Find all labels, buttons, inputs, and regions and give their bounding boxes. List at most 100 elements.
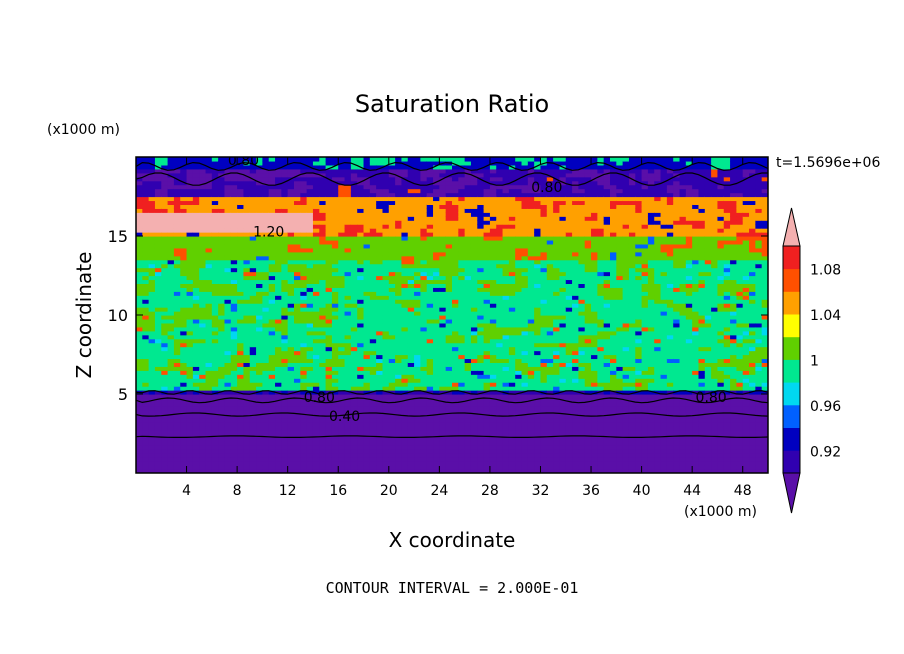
field-cell — [142, 303, 150, 308]
field-cell — [502, 346, 510, 352]
field-cell — [224, 441, 232, 446]
field-cell — [344, 354, 352, 360]
field-cell — [300, 164, 308, 170]
field-cell — [344, 287, 352, 292]
field-cell — [218, 366, 226, 371]
field-cell — [167, 457, 175, 462]
field-cell — [275, 311, 282, 316]
field-cell — [382, 354, 390, 360]
field-cell — [281, 417, 289, 423]
field-cell — [439, 366, 447, 371]
field-cell — [496, 271, 504, 277]
field-cell — [180, 421, 188, 427]
field-cell — [470, 291, 478, 296]
field-cell — [388, 164, 396, 170]
field-cell — [382, 370, 390, 375]
field-cell — [180, 401, 188, 407]
field-cell — [180, 346, 188, 352]
field-cell — [161, 180, 169, 186]
field-cell — [237, 208, 245, 213]
field-cell — [211, 315, 219, 320]
field-cell — [357, 354, 365, 360]
field-cell — [186, 461, 194, 466]
field-cell — [275, 362, 282, 367]
field-cell — [439, 307, 447, 312]
field-cell — [376, 461, 384, 466]
field-cell — [382, 180, 390, 186]
field-cell — [136, 334, 143, 340]
field-cell — [331, 401, 339, 407]
field-cell — [508, 425, 516, 431]
field-cell — [224, 208, 232, 213]
field-cell — [433, 275, 440, 281]
field-cell — [173, 255, 181, 261]
field-cell — [148, 200, 156, 205]
field-cell — [508, 263, 516, 269]
field-cell — [281, 342, 289, 348]
field-cell — [331, 386, 339, 391]
field-cell — [458, 417, 466, 423]
field-cell — [199, 196, 207, 202]
field-cell — [369, 425, 377, 431]
time-label: t=1.5696e+06 — [776, 155, 880, 171]
field-cell — [502, 437, 510, 442]
field-cell — [414, 228, 421, 233]
field-cell — [319, 334, 327, 340]
field-cell — [344, 382, 352, 387]
field-cell — [300, 243, 308, 249]
field-cell — [161, 346, 169, 352]
field-cell — [331, 354, 339, 360]
field-cell — [420, 275, 428, 281]
field-cell — [376, 382, 384, 387]
field-cell — [319, 220, 327, 225]
field-cell — [344, 322, 352, 328]
field-cell — [515, 350, 523, 356]
field-cell — [483, 212, 491, 217]
field-cell — [344, 172, 352, 178]
field-cell — [256, 366, 263, 371]
field-cell — [401, 390, 409, 395]
field-cell — [458, 224, 466, 229]
field-cell — [306, 409, 314, 415]
field-cell — [433, 374, 440, 379]
field-cell — [161, 283, 169, 288]
field-cell — [205, 409, 213, 415]
field-cell — [173, 386, 181, 391]
field-cell — [180, 350, 188, 356]
field-cell — [224, 275, 232, 281]
field-cell — [521, 374, 529, 379]
field-cell — [325, 362, 333, 367]
field-cell — [515, 164, 523, 170]
field-cell — [205, 338, 213, 344]
field-cell — [426, 184, 434, 190]
field-cell — [369, 259, 377, 265]
field-cell — [211, 437, 219, 442]
field-cell — [363, 271, 371, 277]
field-cell — [275, 291, 282, 296]
field-cell — [243, 295, 251, 300]
field-cell — [287, 417, 295, 423]
field-cell — [508, 346, 516, 352]
field-cell — [369, 441, 377, 446]
field-cell — [414, 382, 421, 387]
field-cell — [312, 236, 320, 241]
field-cell — [224, 168, 232, 174]
field-cell — [262, 401, 270, 407]
field-cell — [199, 204, 207, 209]
field-cell — [186, 157, 194, 162]
field-cell — [407, 338, 415, 344]
field-cell — [458, 441, 466, 446]
field-cell — [312, 311, 320, 316]
field-cell — [281, 401, 289, 407]
field-cell — [287, 346, 295, 352]
field-cell — [515, 394, 523, 399]
field-cell — [521, 394, 529, 399]
field-cell — [508, 228, 516, 233]
field-cell — [325, 326, 333, 332]
field-cell — [136, 366, 143, 371]
field-cell — [192, 461, 200, 466]
field-cell — [218, 267, 226, 273]
field-cell — [331, 338, 339, 344]
field-cell — [275, 271, 282, 277]
field-cell — [395, 342, 403, 348]
